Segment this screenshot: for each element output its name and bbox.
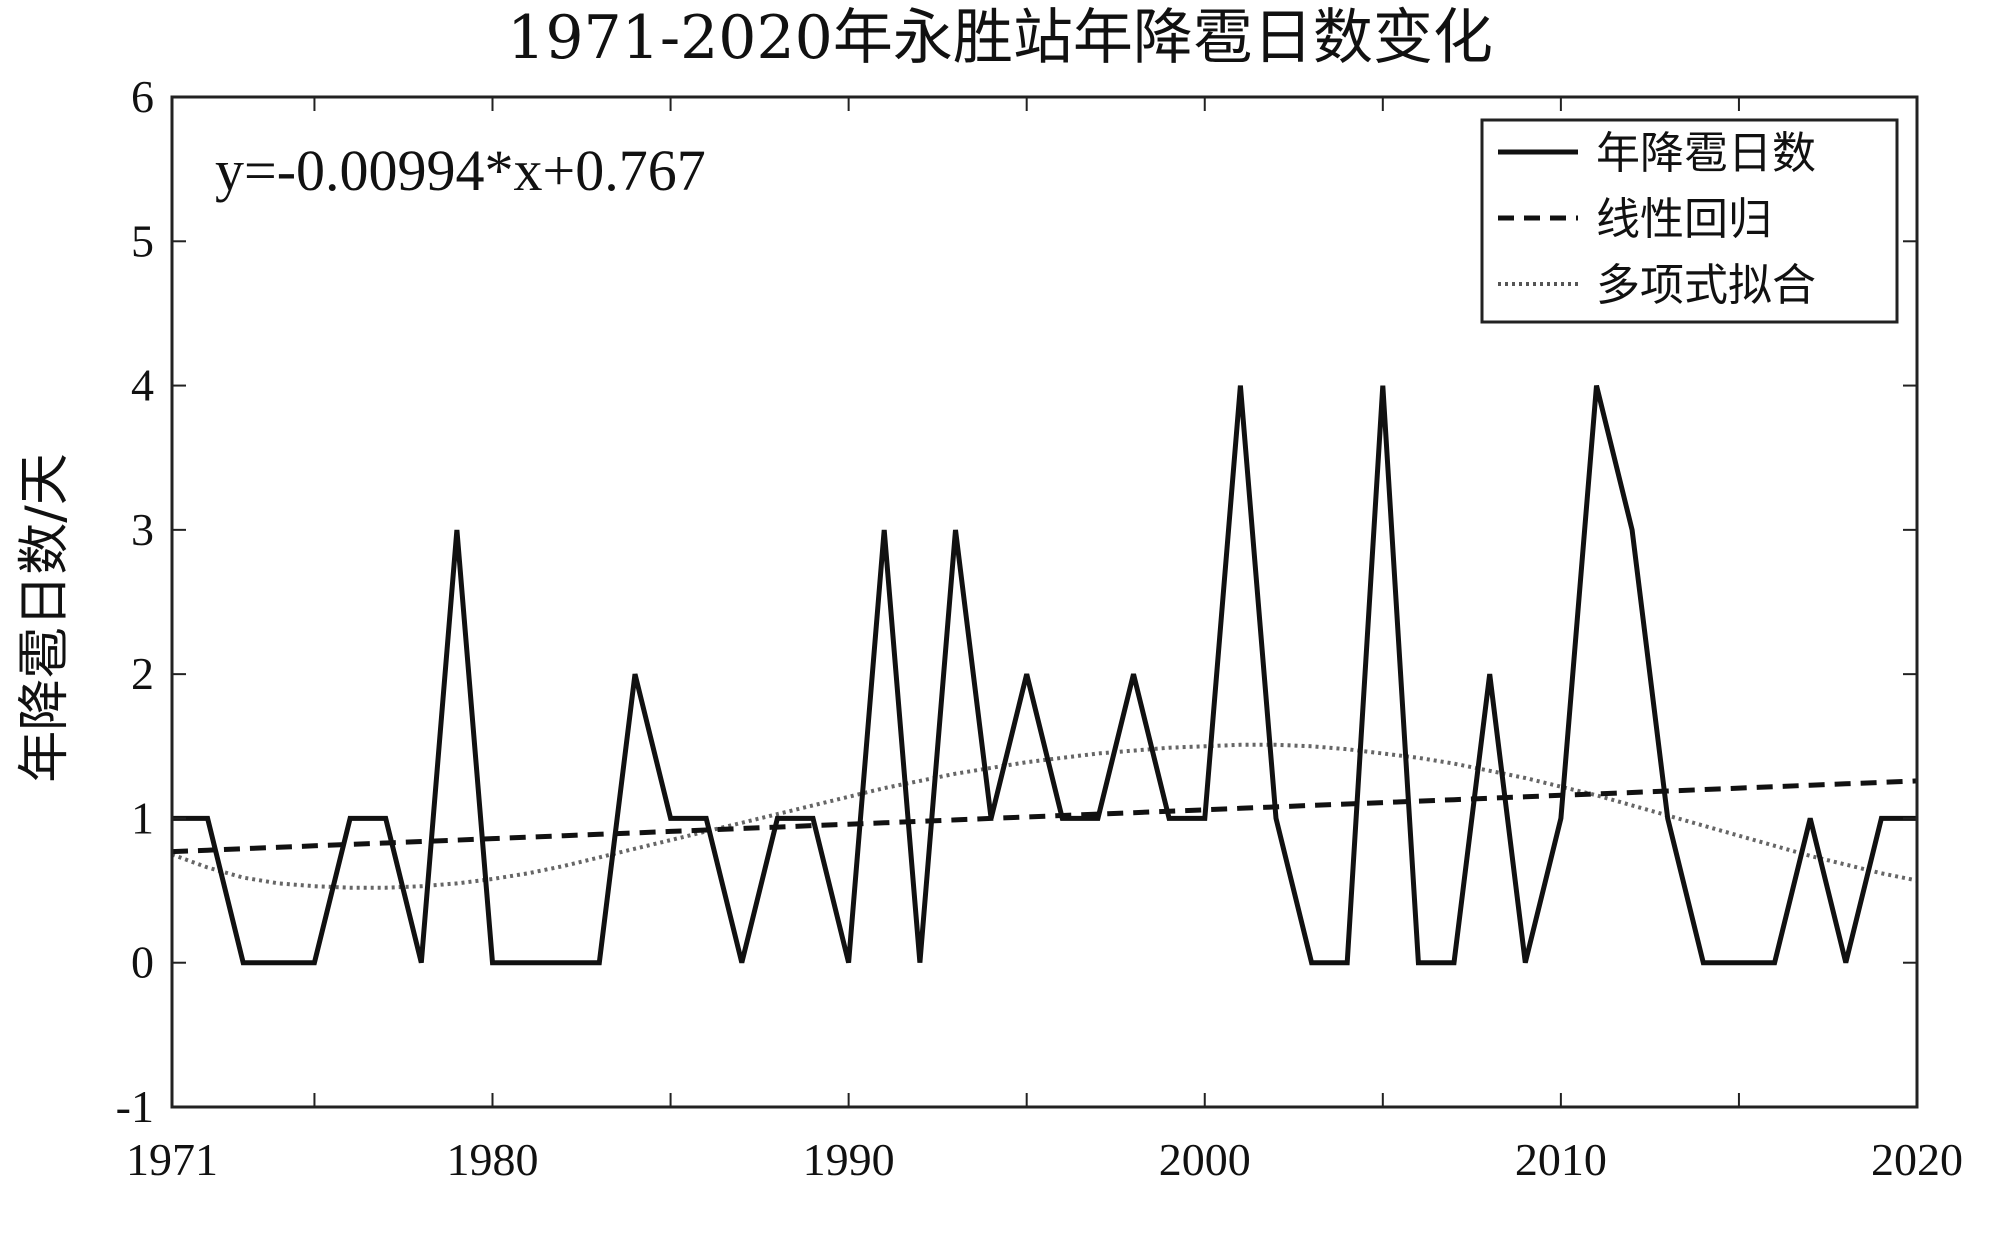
x-tick-label: 1971 [126, 1134, 218, 1185]
y-axis-label: 年降雹日数/天 [15, 453, 75, 783]
y-tick-label: 1 [131, 792, 154, 843]
legend-label-polynomial: 多项式拟合 [1596, 260, 1816, 311]
x-tick-label: 1980 [447, 1134, 539, 1185]
y-tick-label: 4 [131, 360, 154, 411]
plot-frame [170, 95, 1919, 1109]
x-tick-label: 2020 [1871, 1134, 1963, 1185]
regression-equation: y=-0.00994*x+0.767 [215, 138, 706, 203]
legend: 年降雹日数 线性回归 多项式拟合 [1480, 118, 1899, 324]
series-linear-fit-line [171, 778, 1918, 855]
y-tick-label: 2 [131, 648, 154, 699]
x-tick-label: 2000 [1159, 1134, 1251, 1185]
x-tick-label: 2010 [1515, 1134, 1607, 1185]
series-polynomial-fit-line [171, 742, 1918, 890]
y-tick-label: -1 [116, 1081, 154, 1132]
legend-label-observed: 年降雹日数 [1596, 128, 1816, 179]
y-tick-label: 0 [131, 937, 154, 988]
chart-title: 1971-2020年永胜站年降雹日数变化 [507, 3, 1493, 73]
y-tick-label: 6 [131, 71, 154, 122]
axis-ticks [172, 96, 1917, 1108]
x-tick-label: 1990 [803, 1134, 895, 1185]
y-tick-label: 3 [131, 504, 154, 555]
plot-area [171, 385, 1918, 966]
series-observed-line [172, 385, 1917, 966]
legend-label-linear: 线性回归 [1596, 194, 1772, 245]
y-tick-label: 5 [131, 215, 154, 266]
